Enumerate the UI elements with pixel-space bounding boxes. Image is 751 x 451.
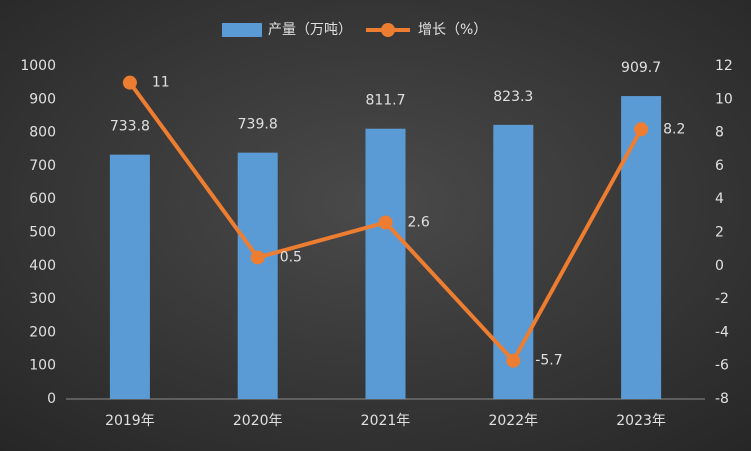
line-value-label: 2.6	[408, 215, 430, 231]
bar	[365, 128, 406, 399]
legend-swatch	[381, 23, 395, 37]
line-marker	[250, 250, 265, 265]
bar-value-label: 909.7	[621, 60, 661, 76]
legend-label: 产量（万吨）	[268, 22, 352, 38]
y2-tick-label: 8	[715, 125, 724, 141]
x-tick-label: 2020年	[233, 413, 283, 429]
x-tick-label: 2022年	[488, 413, 538, 429]
y-tick-label: 800	[29, 125, 56, 141]
y-tick-label: 1000	[20, 58, 56, 74]
line-marker	[634, 122, 649, 137]
line-marker	[506, 353, 521, 368]
x-tick-label: 2021年	[361, 413, 411, 429]
y2-tick-label: -2	[715, 291, 729, 307]
y-tick-label: 0	[47, 391, 56, 407]
y-tick-label: 400	[29, 258, 56, 274]
x-tick-label: 2023年	[616, 413, 666, 429]
bar	[237, 152, 278, 399]
bar-value-label: 811.7	[365, 93, 405, 109]
y-tick-label: 300	[29, 291, 56, 307]
y2-tick-label: 12	[715, 58, 733, 74]
bar	[493, 124, 534, 400]
y-tick-label: 600	[29, 191, 56, 207]
y2-tick-label: 10	[715, 91, 733, 107]
y-tick-label: 700	[29, 158, 56, 174]
y2-tick-label: -6	[715, 358, 729, 374]
line-value-label: 11	[152, 75, 170, 91]
y-tick-label: 200	[29, 324, 56, 340]
y2-tick-label: -8	[715, 391, 729, 407]
x-tick-label: 2019年	[105, 413, 155, 429]
line-value-label: 8.2	[663, 121, 685, 137]
y-tick-label: 500	[29, 225, 56, 241]
y2-tick-label: 6	[715, 158, 724, 174]
line-value-label: -5.7	[535, 353, 562, 369]
y-tick-label: 900	[29, 91, 56, 107]
line-value-label: 0.5	[280, 249, 302, 265]
line-marker	[122, 75, 137, 90]
y2-tick-label: 0	[715, 258, 724, 274]
bar	[621, 96, 662, 400]
y2-tick-label: -4	[715, 324, 729, 340]
bar-value-label: 823.3	[493, 89, 533, 105]
legend-label: 增长（%）	[418, 22, 487, 38]
y-tick-label: 100	[29, 358, 56, 374]
bar-value-label: 739.8	[238, 117, 278, 133]
y2-tick-label: 4	[715, 191, 724, 207]
line-marker	[378, 215, 393, 230]
bar-value-label: 733.8	[110, 119, 150, 135]
y2-tick-label: 2	[715, 225, 724, 241]
legend-swatch	[222, 23, 262, 37]
bar	[109, 154, 150, 399]
